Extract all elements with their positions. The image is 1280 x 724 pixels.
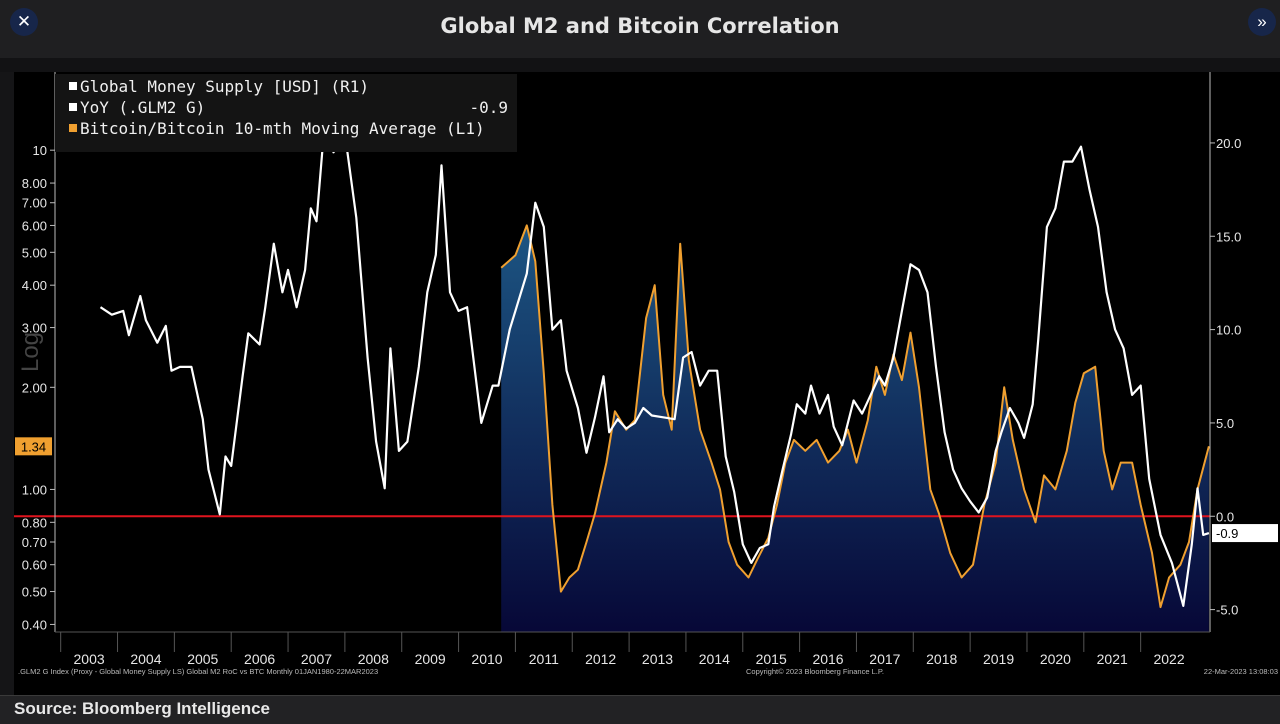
bitcoin-line [500,224,1210,609]
x-tick-label: 2004 [130,651,161,667]
left-tick-label: 2.00 [22,380,47,395]
yoy-line [99,113,1210,608]
left-tick-label: 6.00 [22,218,47,233]
left-tick-label: 0.70 [22,535,47,550]
footer-left-note: .GLM2 G Index (Proxy - Global Money Supp… [18,667,378,676]
source-bar: Source: Bloomberg Intelligence [0,695,1280,724]
x-tick-label: 2006 [244,651,275,667]
footer-right-note: 22-Mar-2023 13:08:03 [1204,667,1278,676]
title-separator [0,58,1280,72]
left-tick-label: 0.80 [22,515,47,530]
legend-label: Bitcoin/Bitcoin 10-mth Moving Average (L… [80,119,485,138]
page-title: Global M2 and Bitcoin Correlation [440,14,840,38]
right-tick-label: 5.0 [1216,416,1234,431]
legend-label: YoY (.GLM2 G) [80,98,205,117]
x-tick-label: 2018 [926,651,957,667]
right-tick-label: 15.0 [1216,229,1241,244]
legend-box [55,74,517,152]
x-tick-label: 2010 [471,651,502,667]
x-tick-label: 2022 [1153,651,1184,667]
x-tick-label: 2020 [1040,651,1071,667]
x-tick-label: 2005 [187,651,218,667]
legend-label: Global Money Supply [USD] (R1) [80,77,369,96]
right-tick-label: 10.0 [1216,323,1241,338]
left-tick-label: 10 [33,143,47,158]
right-current-value: -0.9 [1216,526,1238,541]
x-tick-label: 2017 [869,651,900,667]
x-tick-label: 2021 [1097,651,1128,667]
left-tick-label: 4.00 [22,278,47,293]
legend-swatch [69,82,77,90]
legend-swatch [69,103,77,111]
right-tick-label: 20.0 [1216,136,1241,151]
footer-center-note: Copyright© 2023 Bloomberg Finance L.P. [746,667,884,676]
bitcoin-area-fill [501,225,1209,632]
left-tick-label: 0.60 [22,558,47,573]
left-tick-label: 0.40 [22,617,47,632]
left-axis-label: Log [17,332,44,372]
left-current-value: 1.34 [21,439,46,454]
left-tick-label: 5.00 [22,245,47,260]
x-tick-label: 2008 [358,651,389,667]
correlation-chart: 0.400.500.600.700.801.002.003.004.005.00… [0,72,1280,695]
x-tick-label: 2015 [756,651,787,667]
x-tick-label: 2016 [812,651,843,667]
x-tick-label: 2011 [529,651,559,667]
right-current-value-badge [1212,524,1278,543]
left-tick-label: 8.00 [22,176,47,191]
x-tick-label: 2019 [983,651,1014,667]
x-tick-label: 2014 [699,651,730,667]
chart-left-edge [0,72,14,695]
close-icon[interactable]: ✕ [10,8,38,36]
x-tick-label: 2012 [585,651,616,667]
left-current-value-badge [15,437,52,456]
right-tick-label: -5.0 [1216,603,1238,618]
x-tick-label: 2007 [301,651,332,667]
window-titlebar: ✕ Global M2 and Bitcoin Correlation » [0,0,1280,58]
x-tick-label: 2009 [415,651,446,667]
legend-swatch [69,124,77,132]
x-tick-label: 2003 [74,651,105,667]
left-tick-label: 3.00 [22,321,47,336]
source-text: Source: Bloomberg Intelligence [14,699,270,718]
expand-panel-icon[interactable]: » [1248,8,1276,36]
left-tick-label: 7.00 [22,196,47,211]
right-tick-label: 0.0 [1216,509,1234,524]
x-tick-label: 2013 [642,651,673,667]
left-tick-label: 0.50 [22,585,47,600]
left-tick-label: 1.00 [22,482,47,497]
legend-value: -0.9 [469,98,508,117]
